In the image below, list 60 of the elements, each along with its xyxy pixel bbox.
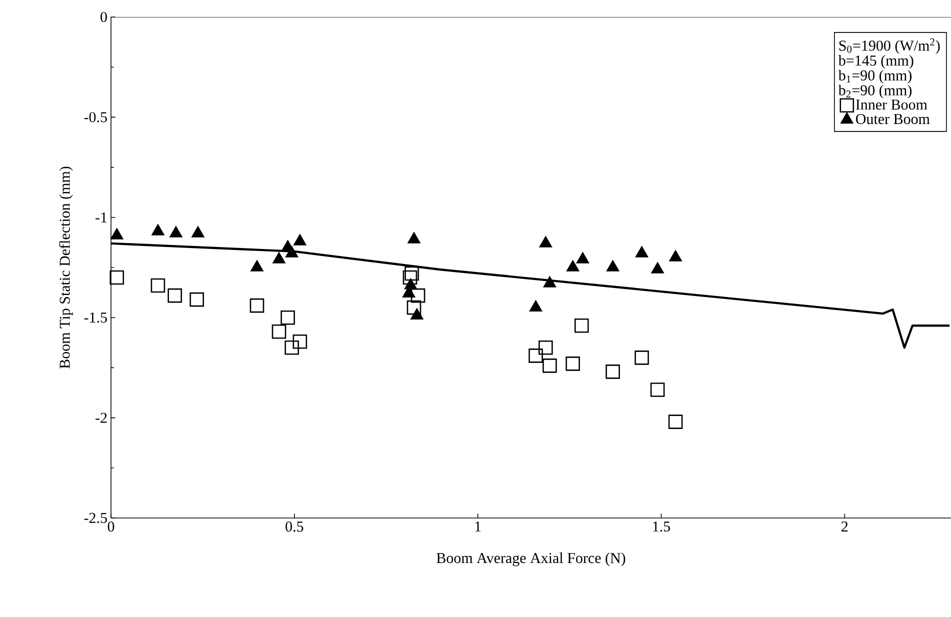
- point: [170, 226, 182, 238]
- point: [636, 246, 648, 258]
- point: [292, 334, 308, 349]
- x-tick-label: 2: [842, 522, 848, 532]
- annotation: b$_{2}$=90 (mm): [838, 84, 912, 98]
- point: [406, 300, 422, 315]
- point: [410, 308, 424, 320]
- point: [669, 250, 682, 262]
- y-tick-label: -0.5: [84, 112, 107, 122]
- point: [576, 252, 590, 264]
- point: [574, 318, 589, 333]
- annotation: b=145 (mm): [838, 55, 914, 69]
- point: [529, 300, 542, 312]
- point: [190, 292, 204, 307]
- y-tick-label: -2: [96, 412, 107, 423]
- legend-label: Inner Boom: [856, 100, 928, 110]
- point: [110, 270, 124, 285]
- point: [634, 350, 649, 365]
- point: [250, 298, 264, 313]
- y-axis-title: Boom Tip Static Deflection (mm): [59, 166, 73, 368]
- point: [280, 310, 295, 325]
- point: [650, 382, 665, 397]
- point: [402, 270, 418, 285]
- annotation: S$_{0}$=1900 (W/m$^{2}$): [839, 38, 940, 54]
- x-tick-label: 0.5: [286, 522, 304, 532]
- point: [543, 276, 556, 288]
- y-tick-label: -1: [96, 212, 107, 222]
- point: [284, 340, 299, 355]
- point: [668, 414, 683, 429]
- point: [168, 288, 182, 303]
- point: [250, 260, 264, 272]
- point: [606, 364, 620, 379]
- point: [408, 232, 420, 244]
- point: [110, 228, 124, 240]
- point: [538, 340, 553, 355]
- x-tick-label: 1: [475, 522, 481, 532]
- point: [606, 260, 620, 272]
- point: [404, 266, 419, 281]
- point: [150, 278, 166, 293]
- point: [528, 348, 543, 363]
- annotation: b$_{1}$=90 (mm): [838, 70, 912, 84]
- point: [651, 262, 664, 274]
- legend-label: Outer Boom: [856, 114, 930, 124]
- y-tick-label: -1.5: [84, 312, 107, 323]
- x-tick-label: 0: [108, 522, 114, 532]
- point: [192, 226, 204, 238]
- point: [539, 236, 552, 248]
- point: [272, 324, 286, 339]
- point: [542, 358, 557, 373]
- x-tick-label: 1.5: [653, 522, 670, 532]
- x-axis-title: Boom Average Axial Force (N): [436, 552, 626, 566]
- point: [566, 356, 580, 371]
- point: [286, 246, 298, 258]
- y-tick-label: 0: [100, 12, 107, 22]
- point: [272, 252, 286, 264]
- point: [152, 224, 164, 236]
- point: [566, 260, 580, 272]
- point: [294, 234, 306, 246]
- point: [410, 288, 426, 303]
- y-tick-label: -2.5: [84, 512, 107, 524]
